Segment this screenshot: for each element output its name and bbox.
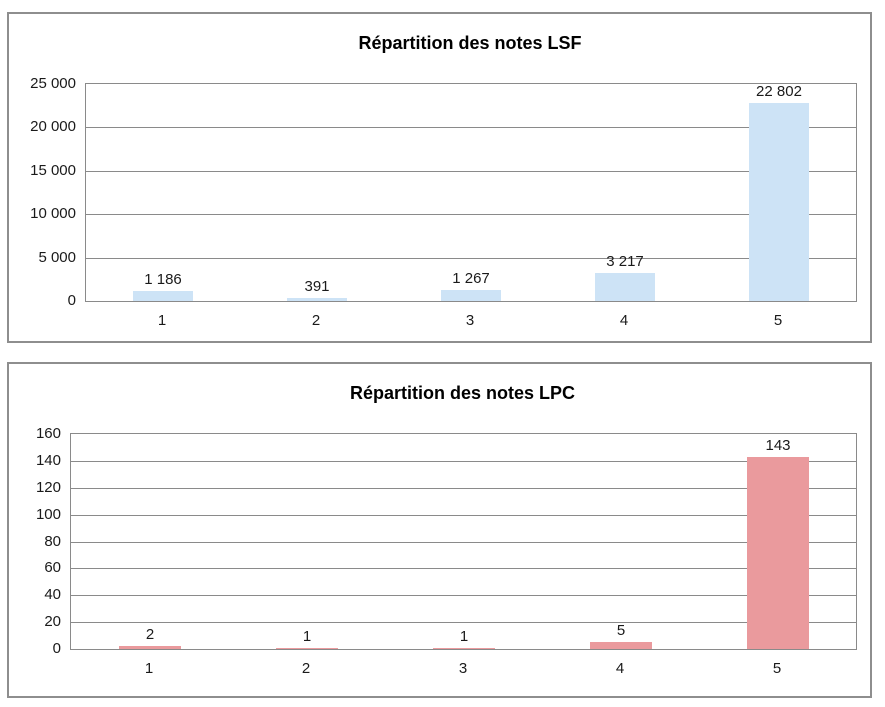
gridline [71,622,856,623]
y-tick-label: 0 [67,292,76,309]
plot-area: 2 1 1 5 143 [70,433,857,650]
gridline [86,127,856,128]
x-category-label: 1 [157,312,167,329]
chart-title: Répartition des notes LPC [349,383,576,403]
chart-lpc: Répartition des notes LPC 2 1 1 5 143 160 140… [7,362,872,698]
bar [287,298,347,301]
y-tick-label: 5 000 [38,249,76,266]
bar-data-label: 1 [302,628,312,645]
bar [747,457,809,649]
y-tick-label: 120 [35,479,61,496]
bar [749,103,809,301]
bar-data-label: 1 186 [144,271,182,288]
chart-lsf: Répartition des notes LSF 1 186 391 1 267 3… [7,12,872,343]
gridline [71,568,856,569]
x-category-label: 4 [615,660,625,677]
y-tick-label: 100 [35,506,61,523]
gridline [86,171,856,172]
bar [590,642,652,649]
bar-data-label: 391 [304,278,330,295]
bar [595,273,655,301]
bar-data-label: 1 [459,628,469,645]
y-tick-label: 20 000 [30,118,76,135]
bar-data-label: 1 267 [452,270,490,287]
gridline [71,595,856,596]
y-tick-label: 60 [44,559,61,576]
x-category-label: 3 [465,312,475,329]
y-tick-label: 10 000 [30,205,76,222]
gridline [86,214,856,215]
gridline [71,488,856,489]
bar [276,648,338,649]
bar-data-label: 22 802 [756,83,802,100]
x-category-label: 5 [772,660,782,677]
bar-data-label: 5 [616,622,626,639]
bar [119,646,181,649]
chart-title: Répartition des notes LSF [358,33,582,53]
x-category-label: 5 [773,312,783,329]
x-category-label: 2 [301,660,311,677]
y-tick-label: 0 [52,640,61,657]
y-tick-label: 80 [44,533,61,550]
bar-data-label: 143 [765,437,791,454]
bar-data-label: 3 217 [606,253,644,270]
y-tick-label: 160 [35,425,61,442]
gridline [71,542,856,543]
bar [433,648,495,649]
y-tick-label: 40 [44,586,61,603]
y-tick-label: 25 000 [30,75,76,92]
bar-data-label: 2 [145,626,155,643]
y-tick-label: 15 000 [30,162,76,179]
bar [441,290,501,301]
y-tick-label: 140 [35,452,61,469]
x-category-label: 3 [458,660,468,677]
gridline [71,515,856,516]
gridline [86,258,856,259]
bar [133,291,193,301]
gridline [71,461,856,462]
x-category-label: 1 [144,660,154,677]
x-category-label: 4 [619,312,629,329]
x-category-label: 2 [311,312,321,329]
plot-area: 1 186 391 1 267 3 217 22 802 [85,83,857,302]
y-tick-label: 20 [44,613,61,630]
